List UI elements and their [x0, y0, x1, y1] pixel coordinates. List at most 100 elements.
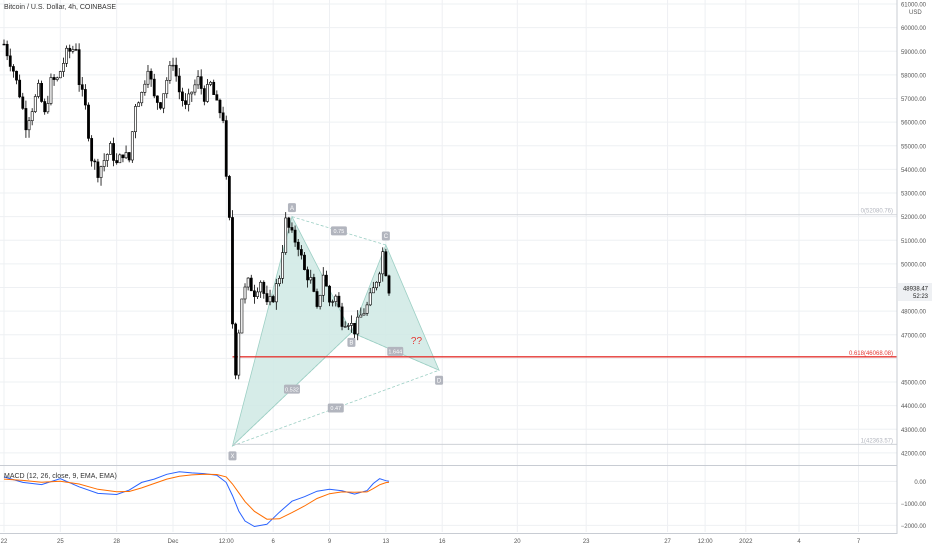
candle-body	[206, 84, 209, 102]
y-tick-label: 45000.00	[901, 381, 927, 387]
x-tick-label: 4	[797, 539, 801, 545]
y-tick-label: 53000.00	[901, 192, 927, 198]
candle-body	[371, 287, 375, 294]
candle-body	[83, 89, 87, 106]
y-tick-label: 44000.00	[901, 404, 927, 410]
x-tick-label: 6	[272, 539, 276, 545]
x-tick-label: 13	[383, 539, 390, 545]
y-tick-label: 48000.00	[901, 310, 927, 316]
x-tick-label: 2022	[739, 539, 753, 545]
point-label-b: B	[349, 341, 353, 347]
candle-body	[346, 325, 350, 327]
macd-y-tick-label: 0.00	[914, 480, 926, 486]
candle-body	[87, 104, 90, 139]
candle-body	[296, 241, 300, 250]
macd-y-tick-label: −1000.00	[901, 502, 927, 508]
candle-body	[74, 49, 78, 51]
y-tick-label: 58000.00	[901, 73, 927, 79]
candle-body	[328, 285, 331, 303]
candle-body	[306, 269, 310, 281]
x-tick-label: 9	[328, 539, 332, 545]
candle-body	[155, 95, 159, 103]
ratio-label: 0.75	[334, 229, 345, 235]
candle-body	[359, 314, 363, 318]
pattern-xd-line	[232, 369, 440, 447]
candle-body	[99, 166, 103, 178]
candle-body	[299, 249, 303, 256]
y-tick-label: 43000.00	[901, 428, 927, 434]
candle-body	[165, 80, 169, 95]
candle-body	[134, 106, 137, 133]
candle-body	[115, 160, 119, 164]
y-tick-label: 61000.00	[901, 3, 927, 9]
candle-body	[202, 88, 206, 102]
candle-body	[271, 296, 275, 303]
last-price-badge	[898, 282, 932, 301]
pattern-ac-line	[291, 216, 386, 246]
candle-body	[152, 78, 156, 97]
candle-body	[375, 281, 378, 289]
candle-body	[93, 160, 97, 163]
red-level-axis-badge	[898, 352, 932, 362]
ratio-label-box	[327, 403, 344, 413]
candle-body	[5, 43, 9, 57]
candle-body	[381, 251, 385, 275]
candle-body	[65, 47, 69, 64]
candle-body	[284, 217, 288, 253]
candle-body	[18, 79, 22, 98]
candle-body	[77, 49, 81, 85]
candle-body	[253, 290, 256, 297]
candle-body	[353, 323, 356, 335]
candle-body	[21, 96, 25, 109]
candle-body	[268, 296, 272, 303]
y-tick-label: 50000.00	[901, 262, 927, 268]
y-tick-label: 60000.00	[901, 26, 927, 32]
candle-body	[27, 120, 31, 131]
candle-body	[80, 84, 84, 90]
candle-body	[362, 313, 366, 316]
candle-body	[278, 278, 281, 284]
candle-body	[234, 323, 238, 376]
y-tick-label: 51000.00	[901, 239, 927, 245]
x-tick-label: 25	[57, 539, 64, 545]
candle-body	[287, 217, 291, 228]
candle-body	[118, 154, 122, 164]
candle-body	[215, 94, 219, 101]
currency-label: USD	[909, 10, 922, 16]
y-tick-label: 59000.00	[901, 50, 927, 56]
point-label-box	[228, 451, 237, 461]
candle-body	[256, 291, 259, 297]
candle-body	[181, 91, 184, 101]
candle-body	[162, 93, 166, 109]
point-label-d: D	[437, 378, 442, 384]
candle-body	[212, 81, 216, 95]
candle-body	[52, 77, 56, 80]
x-tick-label: 27	[664, 539, 671, 545]
candle-body	[33, 96, 37, 112]
candle-body	[68, 47, 72, 52]
y-tick-label: 54000.00	[901, 168, 927, 174]
candle-body	[121, 154, 125, 159]
candle-body	[130, 131, 134, 161]
last-price-label: 48938.47	[903, 286, 929, 292]
point-label-box	[347, 337, 356, 347]
candle-body	[227, 176, 231, 218]
candle-body	[378, 273, 382, 283]
candle-body	[240, 298, 244, 334]
candle-body	[265, 293, 269, 303]
x-tick-label: 28	[113, 539, 120, 545]
candle-body	[159, 102, 162, 109]
candle-body	[112, 143, 115, 161]
x-tick-label: 12:00	[219, 539, 235, 545]
candle-body	[221, 112, 225, 121]
fib-level-label: 0(52080.76)	[861, 209, 893, 215]
candle-body	[259, 281, 263, 293]
x-tick-label: 12:00	[698, 539, 714, 545]
candle-body	[2, 43, 6, 46]
candle-body	[146, 70, 150, 85]
ratio-label: 0.47	[330, 406, 341, 412]
point-label-box	[287, 203, 296, 213]
candle-body	[199, 76, 203, 89]
